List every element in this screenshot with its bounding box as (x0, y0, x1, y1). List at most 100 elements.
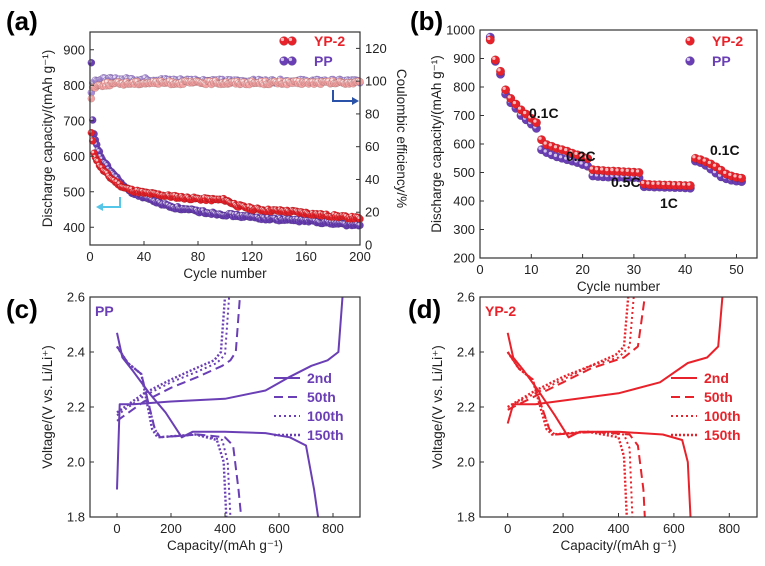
series-pp-ce-point-highlight (113, 75, 116, 79)
y-tick-label: 600 (63, 149, 85, 164)
series-yp-2-point (501, 85, 511, 95)
curve-100th-charge (116, 296, 231, 417)
x-tick-label: 200 (552, 521, 574, 536)
series-yp-2-point-highlight (666, 181, 670, 186)
curve-150th-charge (507, 296, 630, 409)
x-tick-label: 200 (160, 521, 182, 536)
series-pp-point-highlight (553, 153, 558, 157)
curve-100th-charge (507, 296, 635, 408)
series-yp-2-point-highlight (589, 166, 593, 170)
arrow-left-axis-line (103, 197, 121, 208)
x-tick-label: 40 (678, 262, 692, 277)
panel-c-label: (c) (6, 294, 38, 324)
series-yp-2-point-highlight (92, 154, 96, 158)
curve-50th-charge (116, 296, 241, 422)
series-pp-point-highlight (543, 149, 547, 153)
panel-c-marks (115, 296, 344, 518)
y2-tick-label: 80 (365, 106, 379, 121)
legend-label-2nd: 2nd (704, 370, 729, 386)
series-pp-point-highlight (538, 146, 542, 150)
legend-yp2-marker (685, 36, 695, 46)
rate-label: 0.5C (611, 174, 641, 190)
series-yp-2-point-highlight (692, 155, 696, 159)
panel-d-frame (479, 296, 758, 518)
y-axis-label: Voltage/(V vs. Li/Li⁺) (430, 345, 445, 468)
series-yp-2-point-highlight (564, 147, 568, 152)
x-tick-label: 30 (627, 262, 641, 277)
y-tick-label: 1.8 (457, 510, 475, 525)
series-pp-ce-point-highlight (142, 75, 146, 79)
series-yp-2-point-highlight (497, 68, 501, 72)
y-axis-label: Voltage/(V vs. Li/Li⁺) (40, 345, 55, 468)
series-yp-2-point-highlight (517, 106, 522, 110)
arrow-right-axis-head (352, 97, 359, 105)
series-yp-2-point-highlight (502, 86, 506, 90)
y-tick-label: 2.2 (67, 400, 85, 415)
legend-label-50th: 50th (704, 389, 733, 405)
series-yp-2-point-highlight (676, 182, 681, 186)
y2-tick-label: 40 (365, 172, 379, 187)
curve-150th-discharge (115, 345, 228, 518)
legend-label-100th: 100th (704, 408, 741, 424)
series-yp-2-point-highlight (610, 167, 614, 172)
panel-d-marks (506, 296, 724, 518)
legend: YP-2 PP (685, 33, 743, 69)
y-tick-label: 1000 (446, 23, 475, 38)
x-tick-label: 10 (524, 262, 538, 277)
x-tick-label: 0 (86, 249, 93, 264)
curve-2nd-charge (506, 296, 724, 424)
legend-yp2-marker-highlight (686, 37, 691, 42)
series-pp-point (87, 58, 96, 67)
y-axis-label: Discharge capacity/(mAh g⁻¹) (429, 55, 444, 232)
y-tick-label: 2.4 (67, 345, 85, 360)
legend-pp-marker-highlight (686, 57, 691, 62)
series-yp-2-point-highlight (641, 180, 645, 185)
y-tick-label: 600 (453, 137, 475, 152)
y-tick-label: 400 (453, 194, 475, 209)
legend-pp-marker (279, 56, 289, 66)
curve-150th-discharge (506, 351, 628, 518)
series-yp-2-ce-point-highlight (262, 78, 266, 82)
y-tick-label: 2.2 (457, 400, 475, 415)
legend-pp-label: PP (314, 53, 333, 69)
series-pp-ce-point-highlight (219, 76, 223, 80)
legend-yp2-marker (279, 36, 289, 46)
y-tick-label: 500 (453, 165, 475, 180)
series-yp-2-point-highlight (707, 160, 711, 165)
y-tick-label: 2.0 (457, 455, 475, 470)
legend-label-100th: 100th (307, 408, 344, 424)
series-yp-2-point-highlight (630, 169, 635, 173)
legend-label-2nd: 2nd (307, 370, 332, 386)
legend-pp-marker-highlight (288, 57, 293, 62)
panel-d-label: (d) (408, 294, 441, 324)
series-yp-2-point (737, 173, 747, 183)
series-yp-2-point-highlight (246, 204, 250, 207)
series-yp-2-point-highlight (733, 174, 737, 178)
panel-a-label: (a) (6, 6, 38, 36)
legend: YP-2 PP (279, 33, 345, 69)
x-tick-label: 800 (322, 521, 344, 536)
y2-axis-label: Coulombic efficiency/% (394, 69, 409, 208)
x-axis-label: Capacity/(mAh g⁻¹) (561, 538, 677, 553)
series-pp-ce-point-highlight (129, 76, 132, 79)
panel-c-title: PP (95, 303, 114, 319)
series-pp-point-highlight (114, 174, 118, 178)
legend: 2nd 50th 100th 150th (274, 370, 344, 443)
y-axis-label: Discharge capacity/(mAh g⁻¹) (40, 50, 55, 227)
x-tick-label: 80 (191, 249, 205, 264)
series-yp-2-point-highlight (697, 156, 701, 160)
series-yp-2-point (496, 66, 506, 76)
series-yp-2-point-highlight (569, 149, 573, 154)
x-tick-label: 0 (476, 262, 483, 277)
x-tick-label: 50 (729, 262, 743, 277)
series-yp-2-point-highlight (615, 168, 619, 172)
legend-label-150th: 150th (307, 427, 344, 443)
y-tick-label: 800 (63, 78, 85, 93)
y-tick-label: 400 (63, 220, 85, 235)
series-pp-point-highlight (548, 151, 552, 155)
legend-yp2-marker-highlight (288, 37, 293, 42)
series-yp-2-point-highlight (656, 181, 660, 185)
series-yp-2-point-highlight (512, 100, 517, 105)
rate-label: 0.1C (529, 105, 559, 121)
